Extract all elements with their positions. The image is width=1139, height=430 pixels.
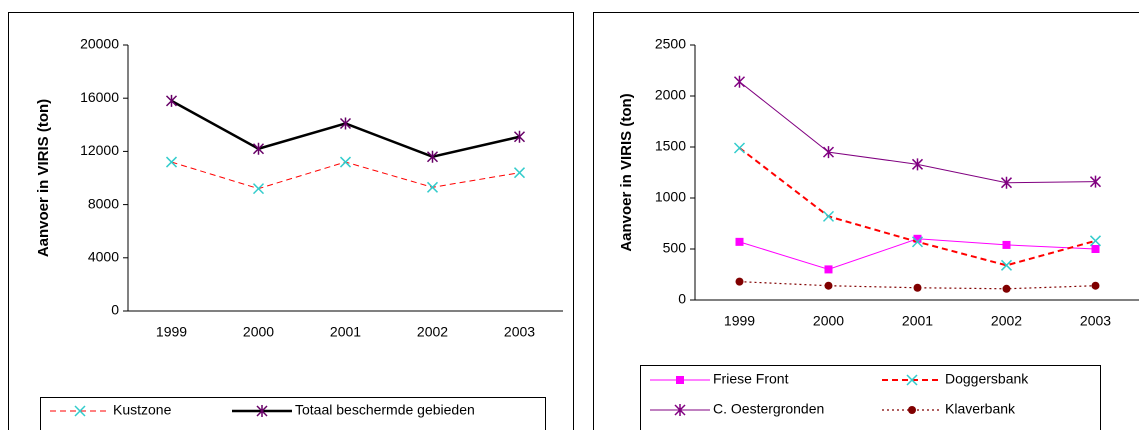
marker — [339, 117, 352, 130]
marker — [824, 281, 833, 290]
x-tick-label: 2001 — [330, 324, 361, 340]
x-tick-label: 2003 — [504, 324, 535, 340]
marker — [913, 234, 922, 243]
marker — [1089, 175, 1102, 188]
marker — [252, 183, 265, 195]
y-tick-label: 16000 — [80, 89, 119, 105]
marker — [822, 210, 835, 222]
x-tick-label: 2001 — [902, 313, 933, 329]
x-tick-label: 2003 — [1080, 313, 1111, 329]
marker — [426, 181, 439, 193]
legend-item: Doggersbank — [882, 371, 1029, 387]
marker — [1091, 281, 1100, 290]
legend-item: Klaverbank — [882, 401, 1016, 417]
marker — [906, 374, 918, 386]
marker — [165, 156, 178, 168]
y-axis-title: Aanvoer in VIRIS (ton) — [35, 99, 52, 257]
marker — [735, 277, 744, 286]
marker — [733, 75, 746, 88]
marker — [908, 406, 916, 414]
marker — [824, 265, 833, 274]
x-tick-label: 1999 — [156, 324, 187, 340]
y-tick-label: 1500 — [655, 138, 686, 154]
marker — [733, 142, 746, 154]
marker — [339, 156, 352, 168]
series — [733, 142, 1102, 271]
marker — [1089, 235, 1102, 247]
legend-label: Klaverbank — [945, 401, 1016, 417]
marker — [1000, 259, 1013, 271]
legend-label: Friese Front — [713, 371, 789, 387]
legend-box — [640, 365, 1101, 430]
marker — [256, 405, 268, 417]
marker — [676, 376, 684, 384]
right-panel — [593, 12, 1139, 430]
y-tick-label: 2500 — [655, 36, 686, 52]
x-tick-label: 2000 — [813, 313, 844, 329]
marker — [1000, 176, 1013, 189]
legend-label: Kustzone — [113, 402, 172, 418]
x-tick-label: 2000 — [243, 324, 274, 340]
marker — [1002, 240, 1011, 249]
y-axis-title: Aanvoer in VIRIS (ton) — [618, 93, 635, 251]
legend-label: Doggersbank — [945, 371, 1029, 387]
legend-box — [40, 397, 546, 430]
y-tick-label: 4000 — [88, 249, 119, 265]
marker — [513, 130, 526, 143]
marker — [74, 405, 86, 417]
legend-label: Totaal beschermde gebieden — [295, 402, 475, 418]
legend-item: C. Oestergronden — [650, 401, 824, 417]
marker — [911, 236, 924, 248]
marker — [252, 142, 265, 155]
marker — [911, 158, 924, 171]
marker — [1002, 284, 1011, 293]
marker — [735, 237, 744, 246]
marker — [1091, 245, 1100, 253]
x-tick-label: 2002 — [417, 324, 448, 340]
y-tick-label: 500 — [663, 240, 687, 256]
y-tick-label: 8000 — [88, 195, 119, 211]
y-tick-label: 0 — [111, 302, 119, 318]
y-tick-label: 2000 — [655, 87, 686, 103]
marker — [913, 283, 922, 292]
series — [165, 156, 526, 195]
series — [735, 234, 1100, 274]
x-tick-label: 1999 — [724, 313, 755, 329]
legend-item: Totaal beschermde gebieden — [232, 402, 475, 418]
y-tick-label: 1000 — [655, 189, 686, 205]
series — [733, 75, 1102, 189]
line — [739, 281, 1096, 290]
left-panel — [8, 12, 574, 430]
marker — [513, 167, 526, 179]
marker — [426, 150, 439, 163]
legend-item: Friese Front — [650, 371, 789, 387]
x-tick-label: 2002 — [991, 313, 1022, 329]
marker — [822, 146, 835, 159]
marker — [674, 404, 686, 416]
y-tick-label: 12000 — [80, 142, 119, 158]
y-tick-label: 0 — [678, 291, 686, 307]
legend-label: C. Oestergronden — [713, 401, 824, 417]
legend-item: Kustzone — [50, 402, 172, 418]
series — [165, 94, 526, 163]
y-tick-label: 20000 — [80, 36, 119, 52]
series — [735, 277, 1100, 293]
marker — [165, 94, 178, 107]
